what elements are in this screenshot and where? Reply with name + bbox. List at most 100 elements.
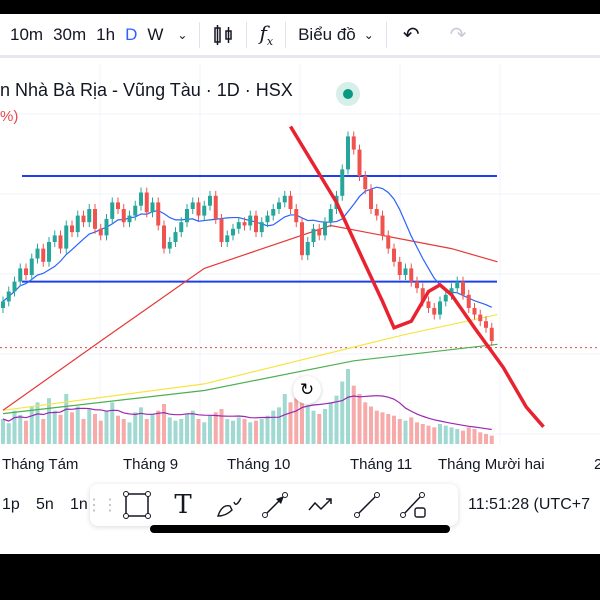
candle (317, 228, 322, 236)
volume-bar (116, 415, 120, 444)
interval-w[interactable]: W (147, 24, 164, 44)
candle (185, 209, 189, 223)
chart-type-dropdown[interactable]: Biểu đồ (298, 24, 356, 44)
volume-bar (75, 406, 80, 444)
divider (199, 21, 201, 48)
candle (323, 222, 327, 236)
symbol-title[interactable]: n Nhà Bà Rịa - Vũng Tàu · 1D · HSX (0, 80, 293, 100)
volume-bar (317, 414, 322, 444)
candle (363, 176, 368, 190)
drag-handle-icon[interactable]: ⋮⋮ (86, 497, 118, 514)
candle (173, 232, 178, 242)
volume-bar (179, 419, 184, 444)
candle (443, 294, 448, 302)
top-toolbar: 10m 30m 1h D W ⌄ fx Biểu đồ ⌄ ↶ ↷ (0, 14, 600, 58)
interval-chevron-down-icon[interactable]: ⌄ (177, 27, 188, 42)
text-tool-icon[interactable]: T (174, 490, 192, 520)
brush-tool-icon[interactable] (206, 487, 252, 523)
candle (271, 209, 276, 216)
candle (87, 209, 92, 223)
candle (282, 195, 287, 203)
chevron-down-icon[interactable]: ⌄ (363, 27, 374, 42)
volume-bar (29, 406, 34, 444)
shape-line-tool-icon[interactable] (390, 487, 436, 523)
candle (81, 215, 86, 223)
market-status-icon (336, 82, 360, 106)
volume-bar (392, 415, 396, 444)
trend-line-tool-icon[interactable] (344, 487, 390, 523)
interval-d[interactable]: D (125, 24, 138, 44)
interval-10m[interactable]: 10m (10, 24, 44, 44)
volume-bar (449, 427, 454, 444)
volume-bar (305, 406, 310, 444)
volume-bar (374, 410, 379, 444)
bottom-bar: 1p 5n 1n ⋮⋮ T 11:51:28 (UTC+7 (0, 482, 600, 526)
candle (98, 228, 103, 236)
candle (41, 248, 46, 262)
candle (346, 136, 350, 170)
price-chart[interactable] (0, 14, 600, 454)
range-1n[interactable]: 1n (70, 496, 88, 513)
volume-bar (225, 419, 230, 444)
redo-icon[interactable]: ↷ (449, 24, 467, 46)
volume-bar (478, 432, 483, 444)
volume-bar (311, 410, 316, 444)
candle (242, 222, 247, 226)
volume-bar (35, 402, 40, 444)
indicators-fx-icon[interactable]: fx (259, 21, 274, 48)
volume-bar (18, 414, 23, 444)
range-1p[interactable]: 1p (2, 496, 20, 513)
volume-bar (300, 385, 304, 444)
candle (150, 202, 155, 213)
candle (277, 202, 281, 209)
reset-chart-icon[interactable]: ↻ (293, 376, 321, 404)
candle (156, 202, 161, 226)
range-5n[interactable]: 5n (36, 496, 54, 513)
volume-bar (185, 414, 189, 444)
interval-30m[interactable]: 30m (53, 24, 87, 44)
time-axis[interactable]: Tháng Tám Tháng 9 Tháng 10 Tháng 11 Thán… (0, 454, 600, 476)
volume-bar (58, 414, 63, 444)
clock-timezone[interactable]: 11:51:28 (UTC+7 (468, 496, 590, 513)
volume-bar (213, 412, 218, 444)
volume-bar (403, 420, 408, 444)
candle (139, 192, 143, 206)
volume-bar (70, 412, 74, 444)
candle (236, 222, 241, 229)
rectangle-tool-icon[interactable] (114, 487, 160, 523)
volume-bar (41, 419, 46, 444)
volume-bar (162, 404, 166, 444)
candle (104, 218, 109, 236)
home-indicator[interactable] (150, 525, 450, 533)
candle (208, 195, 212, 206)
arrow-tool-icon[interactable] (252, 487, 298, 523)
volume-bar (288, 402, 293, 444)
candle (162, 225, 166, 249)
ma-yellow-line (2, 314, 498, 411)
candle (288, 195, 293, 209)
path-tool-icon[interactable] (298, 487, 344, 523)
candle (369, 189, 373, 209)
candlestick-type-icon[interactable] (212, 23, 234, 47)
volume-bar (202, 422, 207, 444)
undo-icon[interactable]: ↶ (402, 24, 420, 46)
volume-bar (472, 429, 477, 444)
volume-bar (173, 420, 178, 444)
volume-bar (242, 419, 247, 444)
volume-bar (196, 419, 201, 444)
candle (24, 268, 28, 275)
candle (12, 281, 17, 292)
hand-drawn-annotation (289, 125, 545, 428)
volume-bar (363, 402, 368, 444)
candle (409, 268, 414, 282)
volume-bar (271, 410, 276, 444)
candle (351, 136, 356, 150)
candle (110, 202, 115, 219)
candle (455, 281, 460, 289)
candle (64, 225, 69, 249)
candle (300, 222, 304, 256)
candle (127, 215, 132, 223)
candle (121, 209, 126, 223)
interval-1h[interactable]: 1h (96, 24, 116, 44)
candle (116, 202, 120, 209)
